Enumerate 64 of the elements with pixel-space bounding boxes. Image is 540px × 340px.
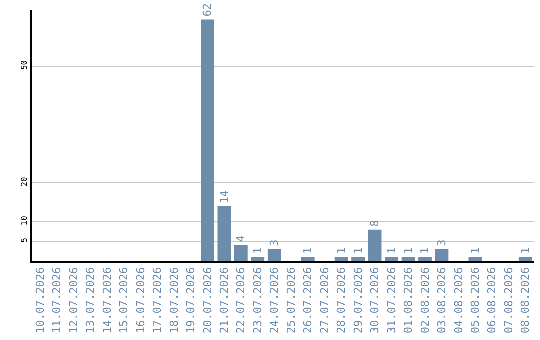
bar (268, 249, 282, 261)
x-tick-label: 21.07.2026 (218, 267, 232, 334)
bar (352, 257, 365, 261)
x-tick-label: 04.08.2026 (452, 267, 466, 334)
data-label: 1 (302, 247, 315, 254)
x-tick-label: 27.07.2026 (318, 267, 332, 334)
data-label: 1 (418, 247, 432, 254)
x-tick-label: 03.08.2026 (436, 267, 449, 334)
x-tick-label: 26.07.2026 (302, 267, 315, 334)
x-tick-label: 08.08.2026 (519, 267, 532, 334)
bar (218, 206, 232, 261)
bar (385, 257, 398, 261)
x-tick-label: 29.07.2026 (352, 267, 365, 334)
x-tick-label: 17.07.2026 (151, 267, 164, 334)
data-label: 1 (352, 247, 365, 254)
x-tick-label: 10.07.2026 (34, 267, 47, 334)
data-label: 14 (218, 190, 231, 204)
x-tick-label: 23.07.2026 (251, 267, 264, 334)
bar (201, 20, 214, 261)
x-tick-label: 16.07.2026 (134, 267, 148, 334)
x-tick-label: 06.08.2026 (486, 267, 499, 334)
x-tick-label: 31.07.2026 (385, 267, 398, 334)
data-label: 1 (402, 247, 415, 254)
bar (435, 249, 449, 261)
x-tick-label: 05.08.2026 (469, 267, 482, 334)
x-tick-label: 25.07.2026 (284, 267, 298, 334)
x-tick-label: 13.07.2026 (84, 267, 98, 334)
data-label: 1 (519, 247, 532, 254)
x-tick-label: 18.07.2026 (168, 267, 181, 334)
x-tick-label: 11.07.2026 (50, 267, 64, 334)
x-tick-label: 20.07.2026 (201, 267, 214, 334)
bar (301, 257, 315, 261)
bar (334, 257, 348, 261)
bar (518, 257, 532, 261)
x-tick-label: 02.08.2026 (418, 267, 432, 334)
bar (234, 245, 248, 261)
x-tick-label: 14.07.2026 (100, 267, 114, 334)
bar (402, 257, 416, 261)
x-tick-label: 07.08.2026 (502, 267, 516, 334)
bar (368, 230, 382, 261)
y-tick-label: 20 (20, 176, 29, 187)
x-tick-label: 01.08.2026 (402, 267, 416, 334)
data-label: 4 (234, 235, 248, 242)
data-label: 3 (268, 240, 282, 246)
x-tick-label: 30.07.2026 (368, 267, 382, 334)
y-tick-label: 10 (20, 216, 29, 226)
x-tick-label: 15.07.2026 (118, 267, 131, 334)
x-tick-label: 24.07.2026 (268, 267, 282, 334)
bar (418, 257, 432, 261)
data-label: 3 (435, 240, 448, 246)
data-label: 8 (368, 220, 382, 227)
data-label: 62 (201, 3, 214, 17)
data-label: 1 (335, 247, 348, 254)
bar (251, 257, 265, 261)
data-label: 1 (251, 247, 264, 254)
x-tick-label: 12.07.2026 (67, 267, 80, 334)
data-label: 1 (468, 247, 482, 254)
x-tick-label: 22.07.2026 (234, 267, 248, 334)
data-label: 1 (385, 247, 398, 254)
bar (468, 257, 482, 261)
y-tick-label: 50 (20, 60, 29, 70)
x-tick-label: 28.07.2026 (335, 267, 348, 334)
y-tick-label: 5 (20, 238, 29, 243)
x-tick-label: 19.07.2026 (184, 267, 198, 334)
